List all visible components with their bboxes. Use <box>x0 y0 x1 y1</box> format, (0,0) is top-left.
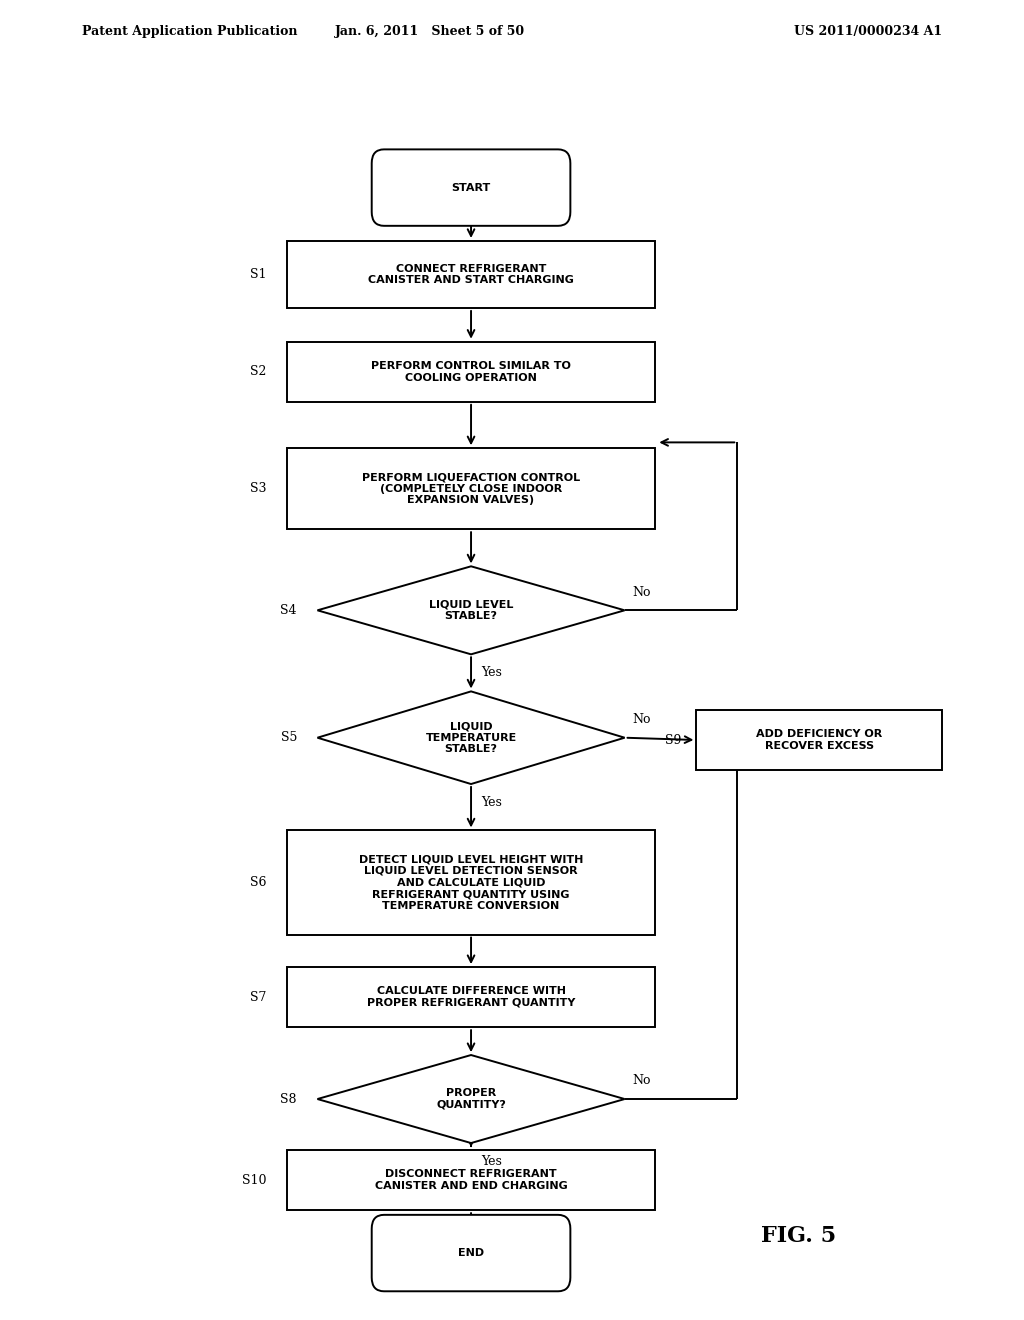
Text: S8: S8 <box>281 1093 297 1106</box>
Text: Yes: Yes <box>481 1155 502 1168</box>
Polygon shape <box>317 1055 625 1143</box>
Text: S2: S2 <box>250 366 266 379</box>
Text: CALCULATE DIFFERENCE WITH
PROPER REFRIGERANT QUANTITY: CALCULATE DIFFERENCE WITH PROPER REFRIGE… <box>367 986 575 1008</box>
Text: PERFORM CONTROL SIMILAR TO
COOLING OPERATION: PERFORM CONTROL SIMILAR TO COOLING OPERA… <box>371 360 571 383</box>
Bar <box>696 710 942 770</box>
Text: S9: S9 <box>665 734 681 747</box>
Text: No: No <box>633 713 651 726</box>
Polygon shape <box>317 566 625 655</box>
Text: S7: S7 <box>250 990 266 1003</box>
Bar <box>287 240 655 308</box>
Text: S10: S10 <box>242 1173 266 1187</box>
Bar <box>287 449 655 529</box>
Bar <box>287 1150 655 1210</box>
Text: Patent Application Publication: Patent Application Publication <box>82 25 297 38</box>
Text: S1: S1 <box>250 268 266 281</box>
FancyBboxPatch shape <box>372 1214 570 1291</box>
Text: Yes: Yes <box>481 665 502 678</box>
Text: No: No <box>633 586 651 599</box>
Text: S3: S3 <box>250 482 266 495</box>
Text: FIG. 5: FIG. 5 <box>761 1225 837 1246</box>
Text: Jan. 6, 2011   Sheet 5 of 50: Jan. 6, 2011 Sheet 5 of 50 <box>335 25 525 38</box>
Text: S5: S5 <box>281 731 297 744</box>
Text: END: END <box>458 1249 484 1258</box>
Text: CONNECT REFRIGERANT
CANISTER AND START CHARGING: CONNECT REFRIGERANT CANISTER AND START C… <box>368 264 574 285</box>
Text: START: START <box>452 182 490 193</box>
Text: US 2011/0000234 A1: US 2011/0000234 A1 <box>794 25 942 38</box>
Text: DISCONNECT REFRIGERANT
CANISTER AND END CHARGING: DISCONNECT REFRIGERANT CANISTER AND END … <box>375 1170 567 1191</box>
FancyBboxPatch shape <box>372 149 570 226</box>
Text: No: No <box>633 1074 651 1088</box>
Text: DETECT LIQUID LEVEL HEIGHT WITH
LIQUID LEVEL DETECTION SENSOR
AND CALCULATE LIQU: DETECT LIQUID LEVEL HEIGHT WITH LIQUID L… <box>358 854 584 911</box>
Text: S4: S4 <box>281 603 297 616</box>
Text: Yes: Yes <box>481 796 502 809</box>
Polygon shape <box>317 692 625 784</box>
Text: LIQUID LEVEL
STABLE?: LIQUID LEVEL STABLE? <box>429 599 513 622</box>
Text: LIQUID
TEMPERATURE
STABLE?: LIQUID TEMPERATURE STABLE? <box>425 721 517 754</box>
Text: S6: S6 <box>250 876 266 888</box>
Bar <box>287 342 655 401</box>
Text: PERFORM LIQUEFACTION CONTROL
(COMPLETELY CLOSE INDOOR
EXPANSION VALVES): PERFORM LIQUEFACTION CONTROL (COMPLETELY… <box>361 473 581 506</box>
Text: PROPER
QUANTITY?: PROPER QUANTITY? <box>436 1088 506 1110</box>
Text: ADD DEFICIENCY OR
RECOVER EXCESS: ADD DEFICIENCY OR RECOVER EXCESS <box>756 729 883 751</box>
Bar <box>287 830 655 935</box>
Bar <box>287 968 655 1027</box>
